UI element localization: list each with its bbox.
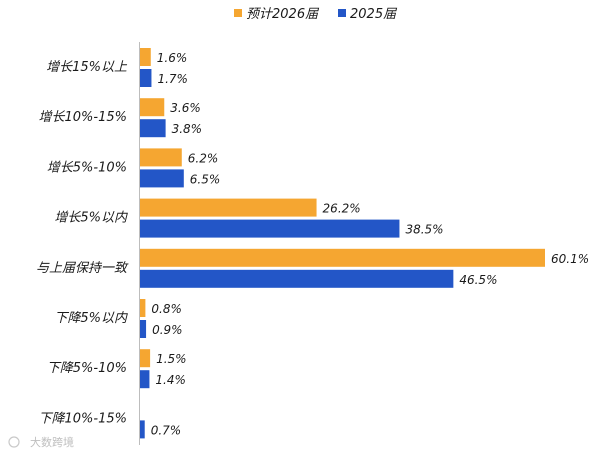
watermark-text: 大数跨境 — [30, 435, 74, 449]
bar-forecast-2026 — [140, 98, 165, 117]
category-label: 与上届保持一致 — [36, 261, 129, 276]
bar-forecast-2026 — [140, 248, 545, 267]
data-label: 1.4% — [155, 373, 186, 387]
data-label: 6.5% — [190, 172, 221, 186]
bar-actual-2025 — [140, 269, 454, 288]
data-label: 0.8% — [151, 302, 182, 316]
data-labels: 1.6% 1.7% 3.6% 3.8% 6.2% 6.5% 26.2% 38.5% 60.1% 4… — [151, 51, 589, 437]
bar-forecast-2026 — [140, 349, 151, 368]
legend-swatch — [234, 9, 242, 17]
data-label: 3.8% — [172, 122, 203, 136]
data-label: 6.2% — [188, 151, 219, 165]
data-label: 1.6% — [157, 51, 188, 65]
bar-actual-2025 — [140, 169, 184, 188]
category-label: 下降10%-15% — [39, 411, 127, 426]
data-label: 38.5% — [405, 223, 443, 237]
data-label: 3.6% — [170, 101, 201, 115]
bar-forecast-2026 — [140, 48, 151, 66]
bars — [140, 48, 545, 439]
data-label: 0.9% — [152, 323, 183, 337]
legend-swatch — [338, 9, 346, 17]
bar-forecast-2026 — [140, 148, 182, 167]
category-label: 增长10%-15% — [39, 110, 127, 125]
category-label: 下降5%-10% — [47, 361, 127, 376]
legend-label: 2025届 — [350, 7, 398, 22]
legend-label: 预计2026届 — [246, 7, 320, 22]
bar-actual-2025 — [140, 420, 145, 439]
category-label: 下降5%以内 — [54, 311, 128, 326]
legend: 预计2026届 2025届 — [234, 7, 398, 22]
data-label: 1.7% — [157, 72, 188, 86]
bar-forecast-2026 — [140, 299, 146, 317]
data-label: 0.7% — [151, 423, 182, 437]
data-label: 60.1% — [551, 252, 589, 266]
bar-actual-2025 — [140, 119, 166, 138]
data-label: 26.2% — [323, 202, 361, 216]
watermark: 大数跨境 — [8, 435, 74, 449]
watermark-icon — [8, 436, 20, 448]
category-label: 增长15%以上 — [46, 60, 128, 75]
category-label: 增长5%以内 — [54, 211, 128, 226]
data-label: 46.5% — [459, 273, 497, 287]
bar-actual-2025 — [140, 320, 147, 338]
bar-actual-2025 — [140, 69, 152, 87]
bar-actual-2025 — [140, 219, 400, 238]
bar-actual-2025 — [140, 370, 150, 389]
category-label: 增长5%-10% — [47, 160, 127, 175]
bar-forecast-2026 — [140, 198, 317, 217]
data-label: 1.5% — [156, 352, 187, 366]
